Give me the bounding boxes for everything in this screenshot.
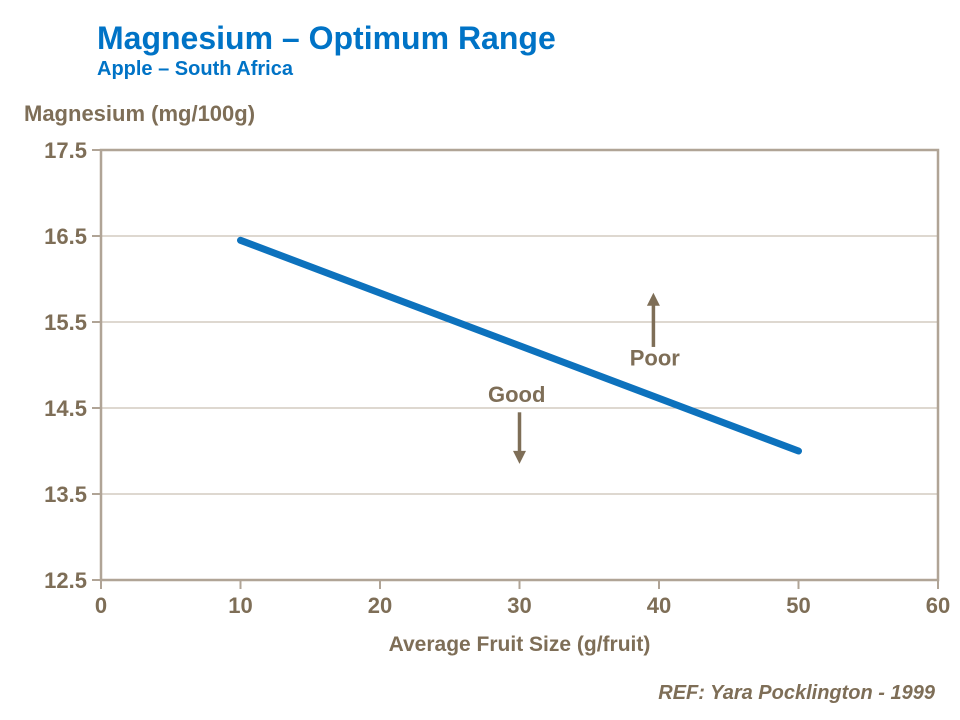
x-tick-label: 30	[507, 593, 531, 618]
x-tick-label: 40	[647, 593, 671, 618]
x-tick-label: 0	[95, 593, 107, 618]
data-line	[237, 236, 802, 455]
plot-border	[99, 148, 940, 582]
annotation-arrowhead-up	[646, 292, 660, 306]
x-tick-label: 60	[926, 593, 950, 618]
page-subtitle: Apple – South Africa	[97, 58, 293, 80]
annotation-label: Good	[488, 382, 545, 407]
y-tick-label: 12.5	[44, 568, 87, 593]
annotation-arrowhead-down	[513, 450, 526, 464]
y-tick-label: 17.5	[44, 138, 87, 163]
y-tick-label: 13.5	[44, 482, 87, 507]
y-axis-title: Magnesium (mg/100g)	[24, 101, 256, 126]
y-tick-label: 14.5	[44, 396, 87, 421]
x-tick-label: 50	[786, 593, 810, 618]
reference-note: REF: Yara Pocklington - 1999	[658, 682, 935, 704]
y-tick-label: 15.5	[44, 310, 87, 335]
y-tick-label: 16.5	[44, 224, 87, 249]
page-title: Magnesium – Optimum Range	[97, 20, 556, 56]
x-tick-label: 20	[368, 593, 392, 618]
x-axis-title: Average Fruit Size (g/fruit)	[388, 633, 651, 656]
annotation-label: Poor	[630, 345, 681, 370]
x-tick-label: 10	[228, 593, 252, 618]
